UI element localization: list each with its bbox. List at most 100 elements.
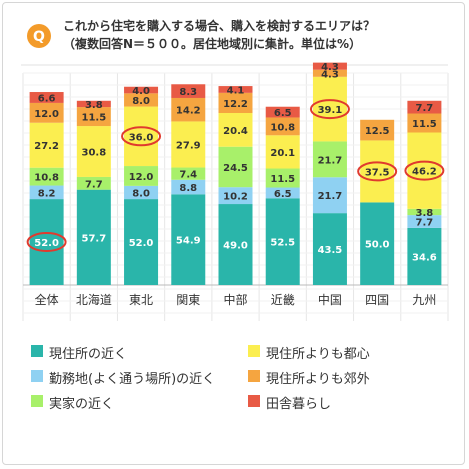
bar-segment-more-suburban <box>76 107 111 127</box>
bar-segment-countryside <box>265 106 300 118</box>
data-label-near-parents: 7.4 <box>179 170 197 181</box>
question-title: これから住宅を購入する場合、購入を検討するエリアは？ <box>63 18 375 33</box>
bar-segment-countryside <box>124 86 159 94</box>
data-label-more-urban: 39.1 <box>318 105 343 116</box>
highlight-ring <box>26 232 67 253</box>
highlight-ring <box>357 161 398 182</box>
bar-segment-near-work <box>171 179 206 195</box>
bar-segment-near-home <box>29 199 64 285</box>
bar-segment-near-home <box>76 189 111 285</box>
data-label-near-parents: 12.0 <box>129 172 154 183</box>
bar-segment-more-suburban <box>29 102 64 123</box>
data-label-more-urban: 27.2 <box>34 141 59 152</box>
bar-segment-more-suburban <box>171 97 206 122</box>
bar-segment-near-home <box>360 202 395 285</box>
bar-segment-more-suburban <box>407 113 442 133</box>
bar-segment-near-home <box>171 194 206 285</box>
bar-segment-near-work <box>218 187 253 205</box>
question-subtitle: （複数回答N＝５００。居住地域別に集計。単位は%） <box>63 36 361 51</box>
data-label-more-urban: 20.1 <box>270 148 295 159</box>
data-label-near-parents: 11.5 <box>270 174 295 185</box>
data-label-countryside: 7.7 <box>416 103 434 114</box>
data-label-more-urban: 27.9 <box>176 140 201 151</box>
bar-segment-near-work <box>312 177 347 214</box>
data-label-more-urban: 30.8 <box>81 148 106 159</box>
bar-segment-more-suburban <box>312 69 347 77</box>
data-label-near-home: 54.9 <box>176 236 201 247</box>
data-label-countryside: 4.3 <box>321 62 339 73</box>
bar-segment-near-parents <box>171 167 206 180</box>
data-label-more-suburban: 12.2 <box>223 99 248 110</box>
legend-label-near-home: 現住所の近く <box>49 347 128 362</box>
bar-segment-near-parents <box>407 208 442 216</box>
data-label-near-home: 57.7 <box>81 233 106 244</box>
category-label: 東北 <box>129 293 153 307</box>
bar-segment-near-work <box>407 215 442 228</box>
bar-segment-more-urban <box>124 106 159 167</box>
question-badge-icon <box>27 24 51 48</box>
legend-swatch-more-suburban <box>248 370 260 382</box>
data-label-more-suburban: 11.5 <box>81 113 106 124</box>
category-label: 関東 <box>176 293 200 307</box>
data-label-more-urban: 20.4 <box>223 126 248 137</box>
category-label: 中国 <box>318 292 342 307</box>
category-label: 全体 <box>35 292 59 307</box>
bar-segment-more-suburban <box>360 119 395 141</box>
bar-segment-near-work <box>265 187 300 199</box>
bar-segment-more-urban <box>171 121 206 168</box>
legend-swatch-near-parents <box>31 395 43 407</box>
data-label-near-home: 50.0 <box>365 240 390 251</box>
bar-segment-near-parents <box>312 141 347 178</box>
data-label-more-suburban: 4.3 <box>321 69 339 80</box>
data-label-countryside: 4.0 <box>132 86 150 97</box>
category-label: 九州 <box>412 293 436 307</box>
data-label-near-work: 10.2 <box>223 192 248 203</box>
legend-swatch-countryside <box>248 395 260 407</box>
data-label-near-parents: 3.8 <box>416 208 434 219</box>
data-label-near-parents: 24.5 <box>223 163 248 174</box>
data-label-more-suburban: 12.5 <box>365 126 390 137</box>
bar-segment-more-urban <box>312 76 347 142</box>
bar-segment-countryside <box>312 62 347 70</box>
bar-segment-near-home <box>124 199 159 285</box>
legend-label-more-suburban: 現住所よりも郊外 <box>266 372 370 387</box>
data-label-near-work: 8.2 <box>38 188 56 199</box>
bar-segment-near-parents <box>29 167 64 186</box>
bar-segment-near-work <box>29 185 64 200</box>
data-label-near-home: 34.6 <box>412 252 437 263</box>
data-label-near-work: 21.7 <box>318 191 343 202</box>
question-badge-letter: Q <box>33 29 45 45</box>
data-label-more-suburban: 14.2 <box>176 106 201 117</box>
category-label: 北海道 <box>76 292 112 307</box>
data-label-near-parents: 7.7 <box>85 179 103 190</box>
data-label-near-home: 52.0 <box>34 238 59 249</box>
data-label-near-work: 8.0 <box>132 188 150 199</box>
data-label-near-home: 52.0 <box>129 238 154 249</box>
data-label-more-suburban: 8.0 <box>132 96 150 107</box>
bar-segment-more-suburban <box>124 93 159 107</box>
bar-segment-more-urban <box>360 140 395 203</box>
data-label-near-work: 7.7 <box>416 217 434 228</box>
legend-swatch-more-urban <box>248 345 260 357</box>
bar-segment-more-suburban <box>218 92 253 114</box>
bar-segment-near-parents <box>265 168 300 188</box>
bar-segment-countryside <box>407 100 442 114</box>
category-label: 中部 <box>223 292 247 307</box>
data-label-near-work: 8.8 <box>179 183 197 194</box>
legend-label-near-parents: 実家の近く <box>49 397 115 412</box>
data-label-more-suburban: 10.8 <box>270 122 295 133</box>
data-label-countryside: 3.8 <box>85 100 103 111</box>
data-label-more-urban: 37.5 <box>365 167 390 178</box>
bar-segment-countryside <box>29 92 64 103</box>
legend-label-more-urban: 現住所よりも都心 <box>266 347 370 362</box>
data-label-near-home: 52.5 <box>270 238 295 249</box>
bar-segment-more-urban <box>29 122 64 168</box>
highlight-ring <box>404 160 445 181</box>
data-label-near-parents: 10.8 <box>34 173 59 184</box>
bar-segment-near-home <box>218 204 253 285</box>
legend-label-countryside: 田舎暮らし <box>266 397 332 412</box>
category-label: 四国 <box>365 293 389 307</box>
bar-segment-near-work <box>124 185 159 200</box>
bar-segment-countryside <box>76 100 111 108</box>
highlight-ring <box>309 99 350 120</box>
